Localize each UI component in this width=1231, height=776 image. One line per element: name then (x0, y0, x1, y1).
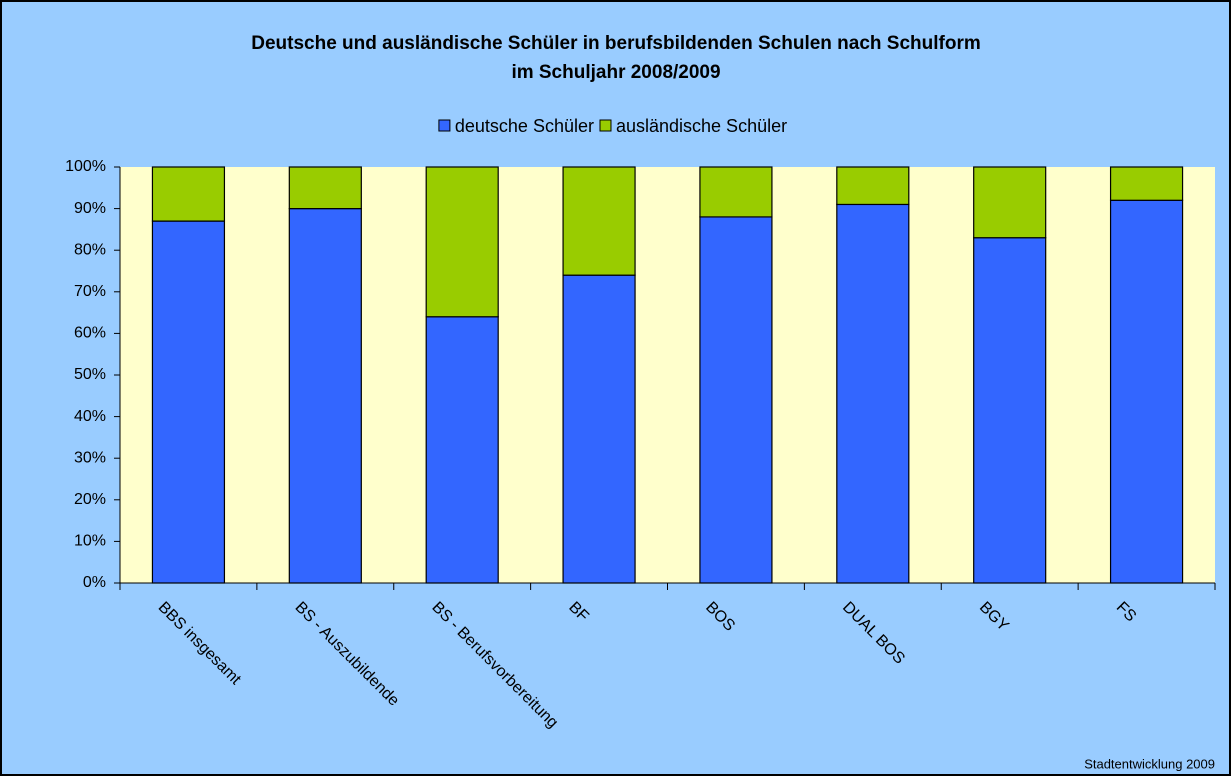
bar-segment (973, 166, 1047, 239)
bar-segment (288, 208, 362, 584)
bar-segment (425, 166, 499, 318)
bar-segment (1109, 166, 1184, 201)
y-tick-label: 10% (74, 533, 106, 550)
y-tick-label: 40% (74, 408, 106, 425)
y-tick-label: 80% (74, 241, 106, 258)
y-tick-label: 100% (65, 158, 106, 175)
y-tick-label: 0% (83, 574, 106, 591)
bar-segment (562, 274, 636, 584)
bar-segment (151, 166, 226, 222)
legend-label: deutsche Schüler (455, 116, 594, 136)
y-tick-label: 60% (74, 325, 106, 342)
bar-segment (288, 166, 362, 210)
y-tick-label: 50% (74, 366, 106, 383)
bar-segment (836, 166, 910, 206)
legend-label: ausländische Schüler (616, 116, 787, 136)
plot-area (120, 167, 1215, 583)
legend-swatch (438, 119, 451, 132)
bar-segment (699, 216, 773, 584)
legend-swatch (599, 119, 612, 132)
y-tick-label: 30% (74, 449, 106, 466)
y-tick-label: 90% (74, 200, 106, 217)
chart-title: Deutsche und ausländische Schüler in ber… (251, 33, 981, 54)
bar-segment (151, 220, 226, 584)
y-tick-label: 70% (74, 283, 106, 300)
bar-segment (973, 237, 1047, 584)
bar-segment (699, 166, 773, 218)
source-note: Stadtentwicklung 2009 (1084, 756, 1215, 771)
bar-segment (562, 166, 636, 276)
bar-segment (836, 203, 910, 584)
y-tick-label: 20% (74, 491, 106, 508)
bar-segment (425, 316, 499, 584)
chart-title: im Schuljahr 2008/2009 (511, 62, 720, 83)
bar-segment (1109, 199, 1184, 584)
